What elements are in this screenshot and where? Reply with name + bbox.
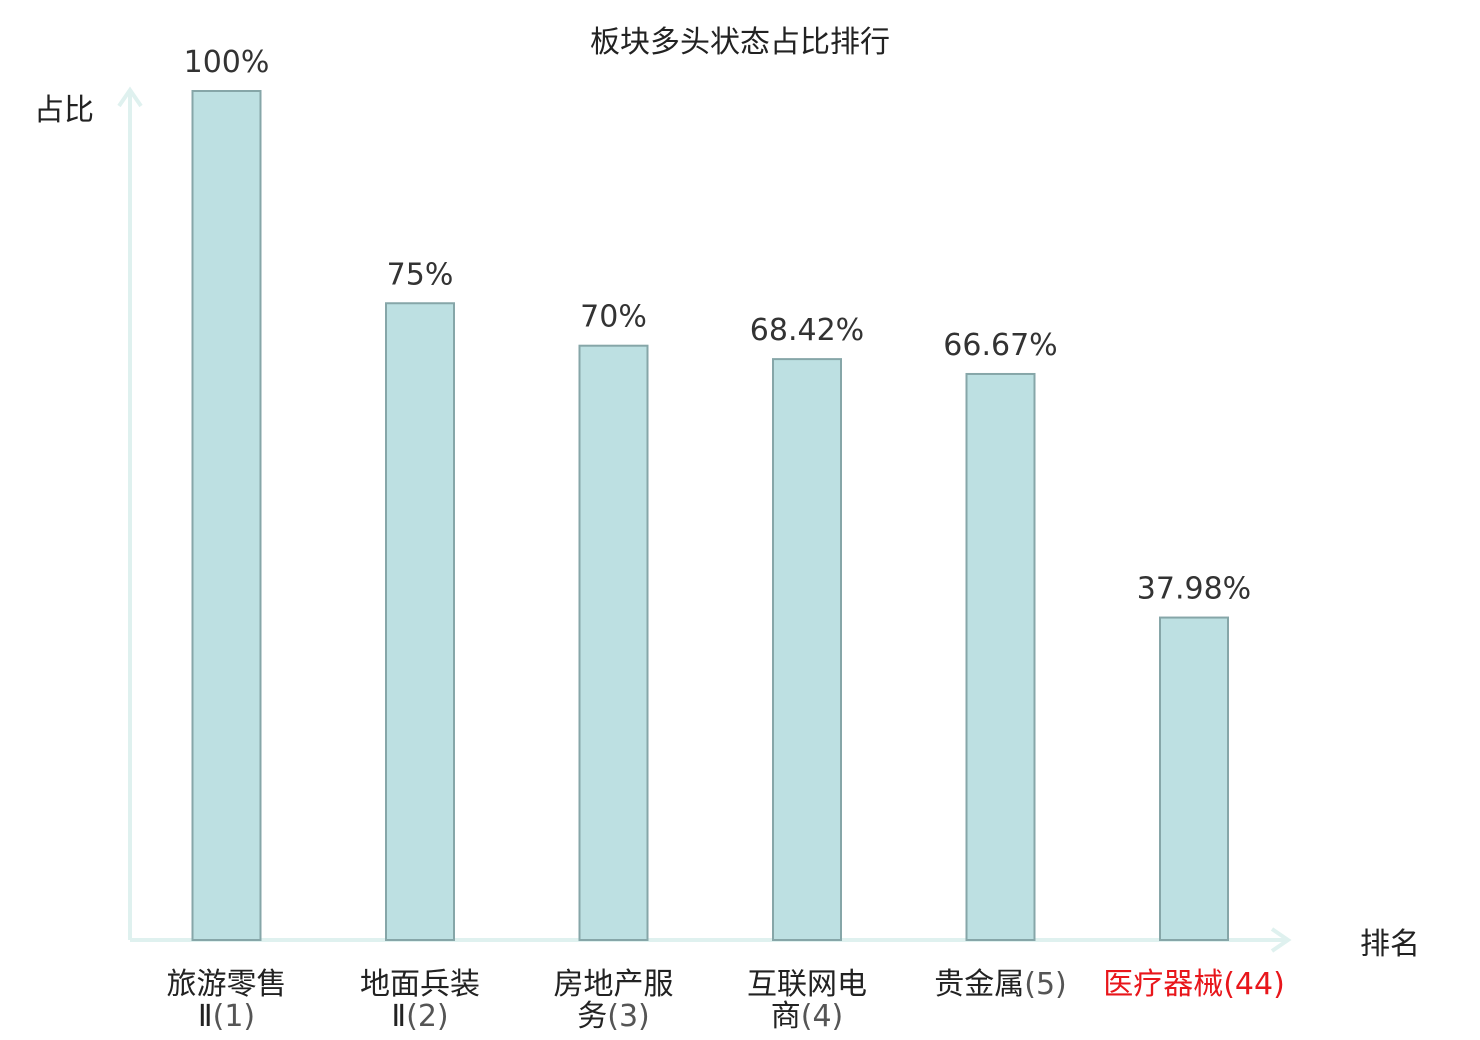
value-label: 70%: [580, 300, 647, 335]
y-axis-label: 占比: [34, 93, 94, 128]
value-label: 75%: [387, 257, 454, 292]
category-label: 互联网电: [747, 967, 867, 1002]
category-label: Ⅱ(2): [391, 999, 448, 1034]
value-label: 100%: [184, 45, 270, 80]
category-label: 商(4): [771, 999, 844, 1034]
category-label: Ⅱ(1): [198, 999, 255, 1034]
bar: [385, 302, 455, 941]
bar: [772, 358, 842, 941]
category-label: 医疗器械(44): [1103, 967, 1285, 1002]
value-label: 37.98%: [1137, 572, 1251, 607]
category-label: 旅游零售: [167, 967, 287, 1002]
value-label: 68.42%: [750, 313, 864, 348]
bar: [191, 90, 262, 941]
value-labels: 100% 75% 70% 68.42% 66.67% 37.98%: [184, 45, 1252, 607]
chart-title: 板块多头状态占比排行: [590, 25, 890, 60]
category-label: 务(3): [577, 999, 650, 1034]
x-axis-label: 排名: [1360, 927, 1420, 962]
bar: [965, 372, 1036, 942]
y-axis-arrow: [117, 86, 143, 108]
axes: [117, 86, 1292, 953]
bar: [578, 344, 649, 941]
category-label: 贵金属(5): [934, 967, 1067, 1002]
category-label: 房地产服: [554, 967, 674, 1002]
category-label: 地面兵装: [360, 967, 480, 1002]
x-axis-arrow: [1270, 927, 1292, 953]
value-label: 66.67%: [943, 328, 1057, 363]
bars: [191, 90, 1229, 942]
bar: [1159, 616, 1229, 941]
